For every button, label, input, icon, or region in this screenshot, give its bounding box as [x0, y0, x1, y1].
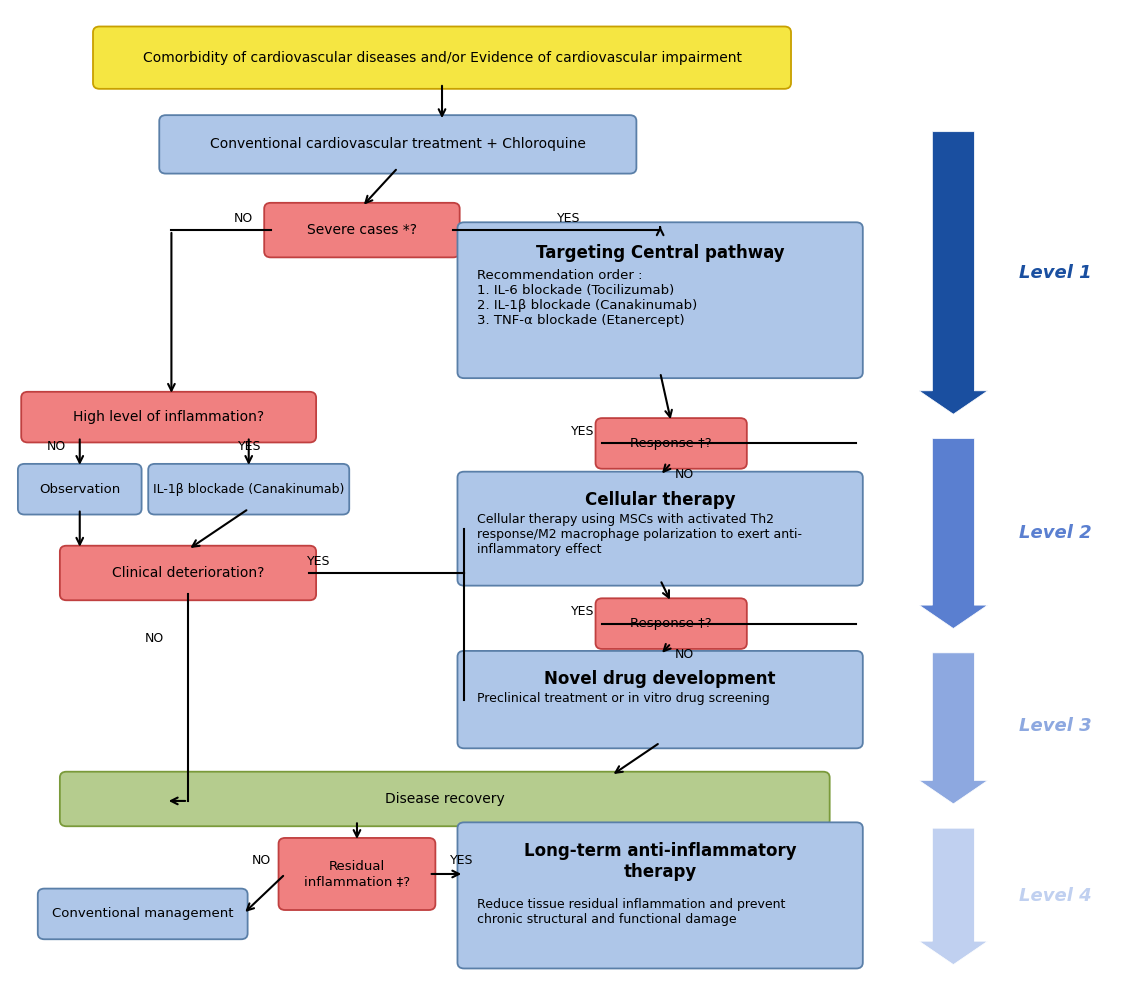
Text: Conventional cardiovascular treatment + Chloroquine: Conventional cardiovascular treatment + … [210, 137, 586, 151]
FancyBboxPatch shape [94, 27, 791, 88]
FancyBboxPatch shape [278, 838, 435, 911]
Text: Cellular therapy: Cellular therapy [585, 491, 736, 509]
Text: Level 2: Level 2 [1019, 524, 1091, 542]
Text: Disease recovery: Disease recovery [385, 792, 505, 806]
Text: Response †?: Response †? [630, 437, 712, 450]
FancyBboxPatch shape [60, 771, 829, 826]
Text: Targeting Central pathway: Targeting Central pathway [535, 244, 784, 261]
Text: YES: YES [450, 854, 473, 867]
Text: YES: YES [570, 425, 594, 438]
Text: Clinical deterioration?: Clinical deterioration? [112, 566, 264, 580]
Text: Observation: Observation [39, 483, 121, 496]
Text: Level 1: Level 1 [1019, 264, 1091, 282]
Text: Cellular therapy using MSCs with activated Th2
response/M2 macrophage polarizati: Cellular therapy using MSCs with activat… [478, 513, 802, 556]
Text: Long-term anti-inflammatory
therapy: Long-term anti-inflammatory therapy [524, 842, 797, 881]
FancyBboxPatch shape [595, 598, 747, 649]
Text: NO: NO [47, 440, 66, 453]
FancyBboxPatch shape [149, 464, 349, 515]
Text: Severe cases *?: Severe cases *? [307, 223, 417, 238]
FancyBboxPatch shape [159, 115, 637, 174]
Text: Comorbidity of cardiovascular diseases and/or Evidence of cardiovascular impairm: Comorbidity of cardiovascular diseases a… [142, 51, 742, 65]
Text: NO: NO [145, 632, 165, 645]
FancyBboxPatch shape [38, 889, 248, 939]
Polygon shape [920, 438, 987, 628]
Text: Novel drug development: Novel drug development [544, 670, 775, 689]
Text: NO: NO [675, 468, 694, 481]
Polygon shape [920, 653, 987, 804]
Polygon shape [920, 828, 987, 964]
Text: NO: NO [251, 854, 270, 867]
Text: YES: YES [307, 555, 330, 568]
Text: Recommendation order :
1. IL-6 blockade (Tocilizumab)
2. IL-1β blockade (Canakin: Recommendation order : 1. IL-6 blockade … [478, 269, 698, 327]
Text: Level 3: Level 3 [1019, 717, 1091, 735]
Text: YES: YES [238, 440, 261, 453]
FancyBboxPatch shape [595, 418, 747, 469]
FancyBboxPatch shape [458, 223, 863, 378]
Text: Reduce tissue residual inflammation and prevent
chronic structural and functiona: Reduce tissue residual inflammation and … [478, 899, 786, 926]
FancyBboxPatch shape [18, 464, 142, 515]
Text: Response †?: Response †? [630, 617, 712, 630]
Text: Preclinical treatment or in vitro drug screening: Preclinical treatment or in vitro drug s… [478, 692, 770, 705]
Text: NO: NO [233, 212, 252, 225]
FancyBboxPatch shape [458, 472, 863, 585]
FancyBboxPatch shape [60, 546, 316, 600]
FancyBboxPatch shape [458, 822, 863, 968]
Text: YES: YES [557, 212, 580, 225]
Text: Level 4: Level 4 [1019, 888, 1091, 906]
Text: NO: NO [675, 648, 694, 661]
Text: Residual
inflammation ‡?: Residual inflammation ‡? [304, 860, 410, 888]
Text: IL-1β blockade (Canakinumab): IL-1β blockade (Canakinumab) [153, 483, 345, 496]
Text: High level of inflammation?: High level of inflammation? [73, 411, 264, 424]
Text: YES: YES [570, 605, 594, 618]
FancyBboxPatch shape [264, 203, 460, 257]
Text: Conventional management: Conventional management [52, 908, 233, 920]
Polygon shape [920, 131, 987, 414]
FancyBboxPatch shape [458, 651, 863, 748]
FancyBboxPatch shape [21, 392, 316, 442]
